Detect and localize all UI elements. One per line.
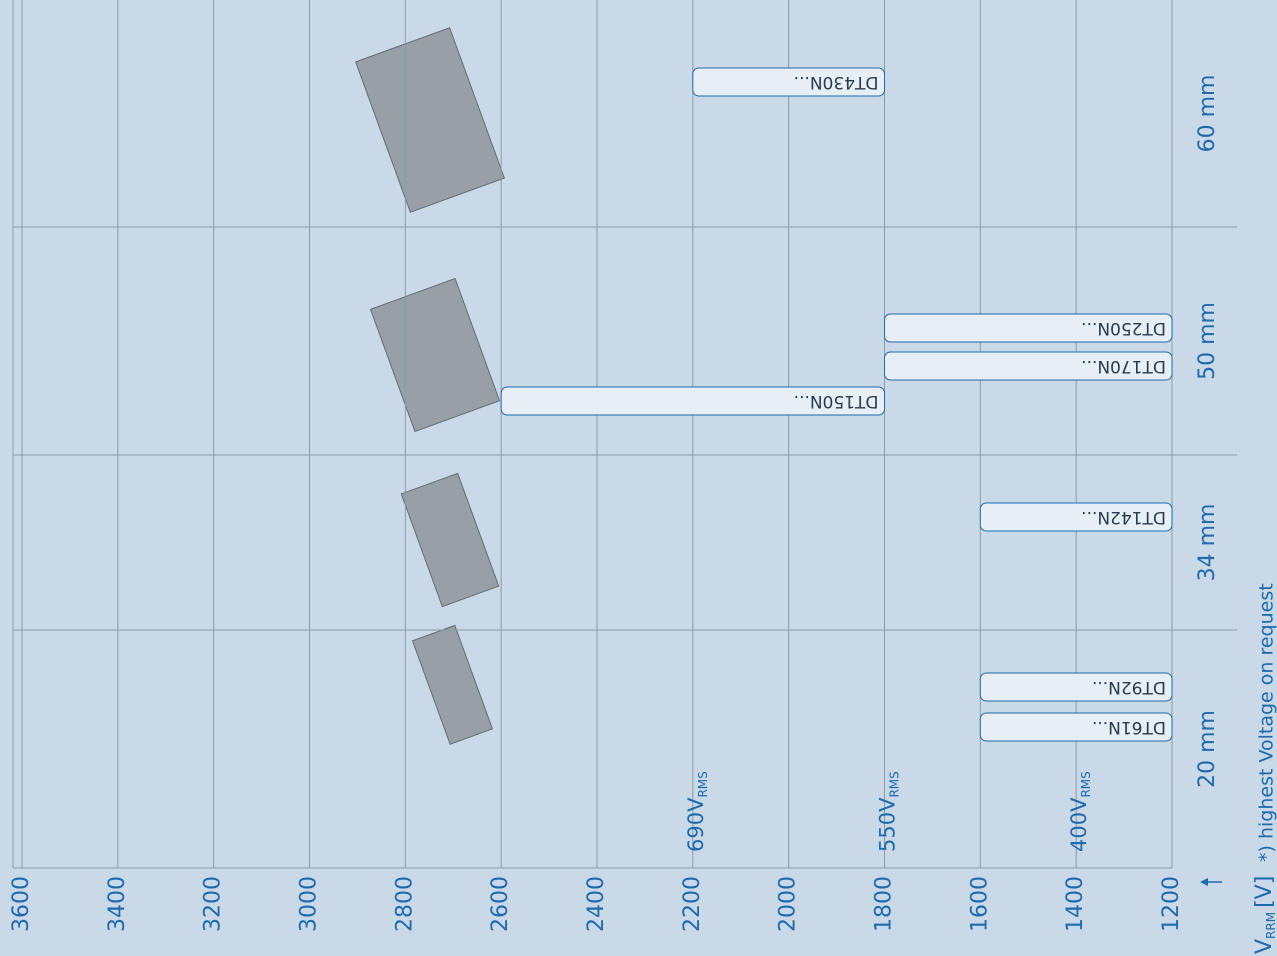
axis-arrowhead (1200, 878, 1208, 886)
axis-label-main: V (1252, 939, 1277, 954)
group-label: 20 mm (1195, 710, 1220, 788)
module-image (400, 472, 500, 608)
bar-label: DT92N... (1092, 677, 1166, 697)
voltage-annotation: 400VRMS (1067, 771, 1093, 852)
x-tick-label: 1400 (1063, 876, 1088, 932)
bar (692, 67, 885, 97)
bar (979, 672, 1173, 702)
x-tick-label: 3200 (201, 876, 226, 932)
product-images (355, 27, 505, 745)
x-tick-label: 1200 (1159, 876, 1184, 932)
x-tick-label: 2000 (776, 876, 801, 932)
group-label: 60 mm (1195, 75, 1220, 153)
x-tick-label: 3000 (297, 876, 322, 932)
footnote: *) highest Voltage on request (1256, 583, 1277, 862)
axis-label-sub: RRM (1264, 912, 1277, 939)
annotation-main: 400V (1067, 797, 1091, 852)
bar-label: DT150N... (794, 391, 879, 411)
axis-label-unit: [V] (1252, 876, 1277, 908)
bar-label: DT170N... (1081, 356, 1166, 376)
bar-label: DT142N... (1081, 507, 1166, 527)
x-tick-label: 3400 (105, 876, 130, 932)
voltage-annotation: 550VRMS (876, 771, 902, 852)
group-label: 34 mm (1195, 504, 1220, 582)
module-image (355, 27, 505, 213)
bar-label: DT250N... (1081, 318, 1166, 338)
axis-label: VRRM [V] (1252, 876, 1277, 954)
annotation-sub: RMS (1079, 771, 1093, 797)
bar (500, 386, 885, 416)
bar (884, 351, 1173, 381)
voltage-annotation: 690VRMS (684, 771, 710, 852)
x-tick-label: 2600 (488, 876, 513, 932)
module-image (369, 277, 501, 433)
bar (884, 313, 1173, 343)
x-tick-label: 2800 (392, 876, 417, 932)
x-tick-label: 2200 (680, 876, 705, 932)
annotation-main: 550V (876, 797, 900, 852)
x-tick-label: 2400 (584, 876, 609, 932)
bar (979, 712, 1173, 742)
group-label: 50 mm (1195, 302, 1220, 380)
bar-label: DT61N... (1092, 717, 1166, 737)
module-image (411, 624, 494, 745)
annotation-sub: RMS (695, 771, 709, 797)
bar (979, 502, 1173, 532)
x-tick-label: 3600 (9, 876, 34, 932)
x-tick-label: 1600 (967, 876, 992, 932)
bar-label: DT430N... (794, 72, 879, 92)
x-tick-label: 1800 (872, 876, 897, 932)
annotation-main: 690V (684, 797, 708, 852)
annotation-sub: RMS (887, 771, 901, 797)
